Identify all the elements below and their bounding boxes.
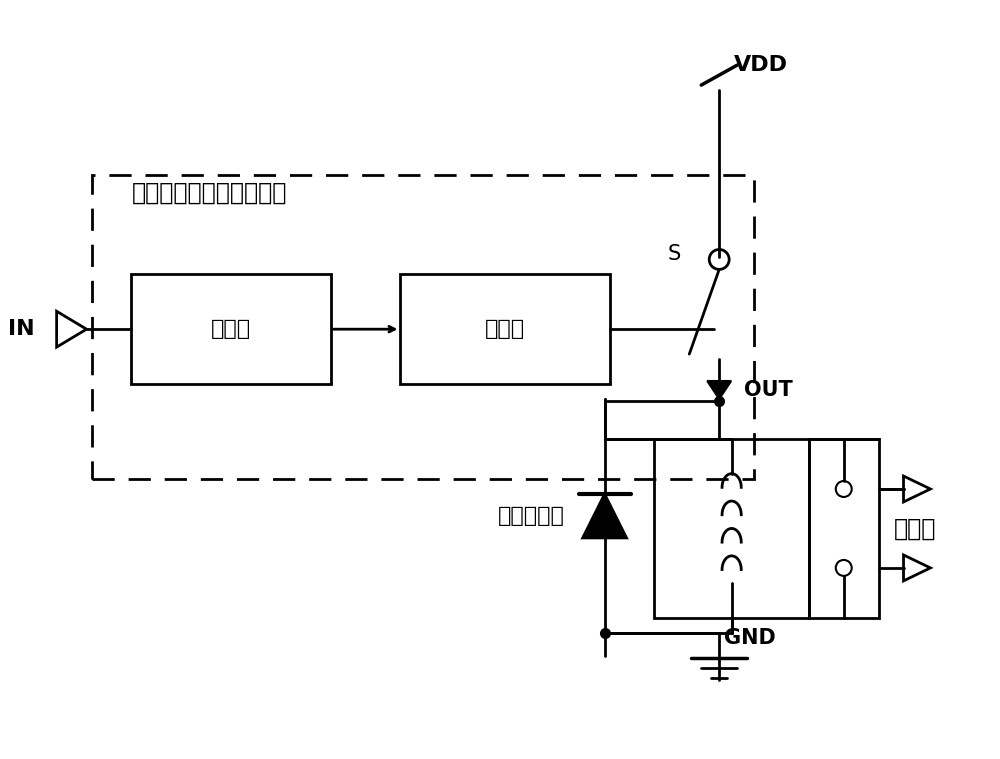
Text: 驱动级: 驱动级: [485, 320, 525, 339]
Text: S: S: [668, 244, 681, 264]
Bar: [809, 439, 879, 618]
Text: 续流二极管: 续流二极管: [498, 506, 565, 526]
Bar: [400, 275, 610, 384]
Text: 传统继电器高侧驱动电路: 传统继电器高侧驱动电路: [131, 181, 287, 205]
Bar: [654, 439, 809, 618]
Bar: [131, 275, 331, 384]
Text: GND: GND: [724, 628, 776, 648]
Text: VDD: VDD: [734, 55, 788, 75]
Polygon shape: [707, 381, 731, 399]
Polygon shape: [583, 494, 627, 538]
Text: 继电器: 继电器: [894, 516, 936, 540]
Text: OUT: OUT: [744, 380, 793, 400]
Text: IN: IN: [8, 320, 35, 339]
Text: 输入级: 输入级: [211, 320, 251, 339]
